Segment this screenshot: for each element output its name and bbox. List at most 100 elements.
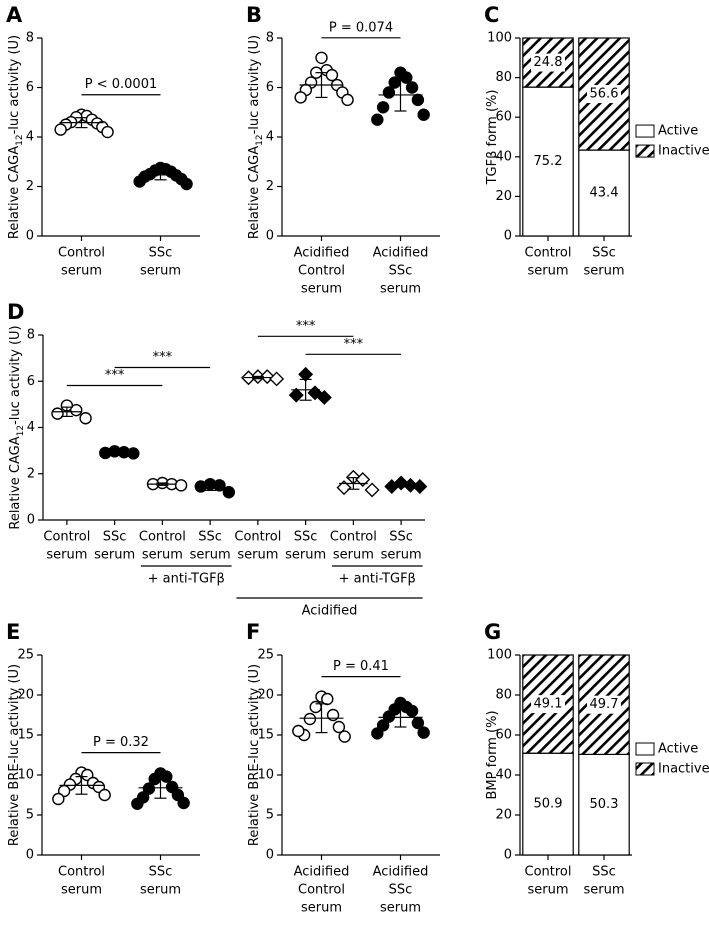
data-point bbox=[309, 700, 322, 714]
y-axis-label-part: 12 bbox=[16, 425, 26, 436]
bar-segment bbox=[578, 149, 630, 237]
y-axis-label-part: 12 bbox=[255, 134, 265, 145]
data-point bbox=[177, 796, 190, 810]
legend-label: Active bbox=[658, 124, 698, 139]
y-tick-label: 80 bbox=[495, 688, 512, 703]
y-tick-label: 0 bbox=[504, 229, 512, 244]
comparison-label: *** bbox=[344, 337, 364, 352]
x-tick-label: Acidified bbox=[294, 246, 350, 261]
y-axis-label: TGFβ form (%) bbox=[485, 90, 500, 186]
y-tick-label: 0 bbox=[504, 848, 512, 863]
legend-label: Active bbox=[658, 742, 698, 757]
x-tick-label: serum bbox=[583, 264, 624, 279]
data-point bbox=[54, 123, 67, 136]
y-tick-label: 5 bbox=[26, 808, 34, 823]
data-point bbox=[294, 91, 307, 104]
data-point bbox=[405, 81, 419, 94]
y-axis-label: Relative CAGA12-luc activity (U) bbox=[8, 325, 26, 529]
y-tick-label: 20 bbox=[495, 808, 512, 823]
x-tick-label: Control bbox=[525, 865, 572, 880]
data-point bbox=[321, 692, 334, 706]
panel-letter: F bbox=[246, 620, 260, 644]
y-tick-label: 6 bbox=[26, 80, 34, 95]
label-background bbox=[587, 695, 621, 714]
x-tick-label: SSc bbox=[592, 865, 616, 880]
legend-swatch bbox=[635, 762, 655, 776]
data-point bbox=[222, 486, 236, 499]
data-point bbox=[411, 93, 425, 107]
x-tick-label: Control bbox=[58, 865, 105, 880]
y-axis-label: Relative BRE-luc activity (U) bbox=[247, 664, 262, 846]
value-label: 50.3 bbox=[590, 797, 619, 812]
bar-segment bbox=[522, 752, 574, 856]
y-tick-label: 6 bbox=[27, 374, 35, 389]
data-point bbox=[405, 704, 419, 718]
comparison-label: *** bbox=[296, 319, 316, 334]
x-tick-label: serum bbox=[301, 901, 342, 916]
x-tick-label: serum bbox=[285, 548, 326, 563]
y-tick-label: 4 bbox=[266, 130, 274, 145]
x-tick-label: Control bbox=[58, 246, 105, 261]
x-tick-label: serum bbox=[237, 548, 278, 563]
y-axis-label-part: BMP form (%) bbox=[485, 710, 500, 799]
y-tick-label: 0 bbox=[266, 848, 274, 863]
y-tick-label: 0 bbox=[26, 229, 34, 244]
data-point bbox=[303, 712, 317, 726]
y-tick-label: 8 bbox=[27, 328, 35, 343]
data-point bbox=[70, 403, 83, 417]
x-tick-label: serum bbox=[381, 548, 422, 563]
x-tick-label: Control bbox=[139, 530, 186, 545]
data-point bbox=[364, 482, 380, 498]
y-tick-label: 20 bbox=[495, 189, 512, 204]
group-label: + anti-TGFβ bbox=[148, 572, 225, 587]
group-label: Acidified bbox=[302, 604, 358, 619]
y-axis-label-part: -luc activity (U) bbox=[7, 35, 22, 135]
y-axis-label: BMP form (%) bbox=[485, 710, 500, 799]
y-tick-label: 25 bbox=[257, 648, 274, 663]
y-tick-label: 6 bbox=[266, 80, 274, 95]
x-tick-label: SSc bbox=[198, 530, 222, 545]
y-axis-label: Relative CAGA12-luc activity (U) bbox=[7, 35, 25, 239]
y-tick-label: 15 bbox=[17, 728, 34, 743]
y-tick-label: 2 bbox=[26, 179, 34, 194]
y-tick-label: 8 bbox=[26, 31, 34, 46]
panel-letter: D bbox=[7, 300, 24, 324]
x-tick-label: serum bbox=[140, 264, 181, 279]
x-tick-label: SSc bbox=[389, 264, 413, 279]
panel-letter: E bbox=[6, 620, 20, 644]
label-background bbox=[587, 85, 621, 104]
y-axis-label: Relative BRE-luc activity (U) bbox=[7, 664, 22, 846]
data-point bbox=[292, 724, 305, 738]
label-background bbox=[531, 695, 565, 714]
y-tick-label: 20 bbox=[257, 688, 274, 703]
value-label: 49.7 bbox=[590, 697, 619, 712]
y-tick-label: 10 bbox=[17, 768, 34, 783]
x-tick-label: SSc bbox=[389, 530, 413, 545]
x-tick-label: SSc bbox=[592, 246, 616, 261]
label-background bbox=[531, 53, 565, 72]
comparison-label: *** bbox=[105, 368, 125, 383]
y-axis-label-part: -luc activity (U) bbox=[8, 325, 23, 425]
data-point bbox=[288, 387, 304, 403]
y-tick-label: 2 bbox=[266, 179, 274, 194]
comparison-label: *** bbox=[153, 350, 173, 365]
x-tick-label: SSc bbox=[149, 865, 173, 880]
x-tick-label: SSc bbox=[294, 530, 318, 545]
legend-label: Inactive bbox=[658, 762, 709, 777]
y-tick-label: 60 bbox=[495, 728, 512, 743]
data-point bbox=[417, 108, 430, 121]
y-tick-label: 80 bbox=[495, 70, 512, 85]
value-label: 43.4 bbox=[590, 186, 619, 201]
legend-label: Inactive bbox=[658, 144, 709, 159]
data-point bbox=[412, 478, 428, 494]
data-point bbox=[382, 86, 396, 99]
data-point bbox=[213, 479, 226, 492]
comparison-label: P < 0.0001 bbox=[85, 77, 157, 92]
y-tick-label: 0 bbox=[27, 513, 35, 528]
data-point bbox=[98, 788, 111, 802]
x-tick-label: serum bbox=[380, 901, 421, 916]
data-point bbox=[52, 792, 65, 806]
y-tick-label: 100 bbox=[487, 31, 512, 46]
x-tick-label: serum bbox=[94, 548, 135, 563]
